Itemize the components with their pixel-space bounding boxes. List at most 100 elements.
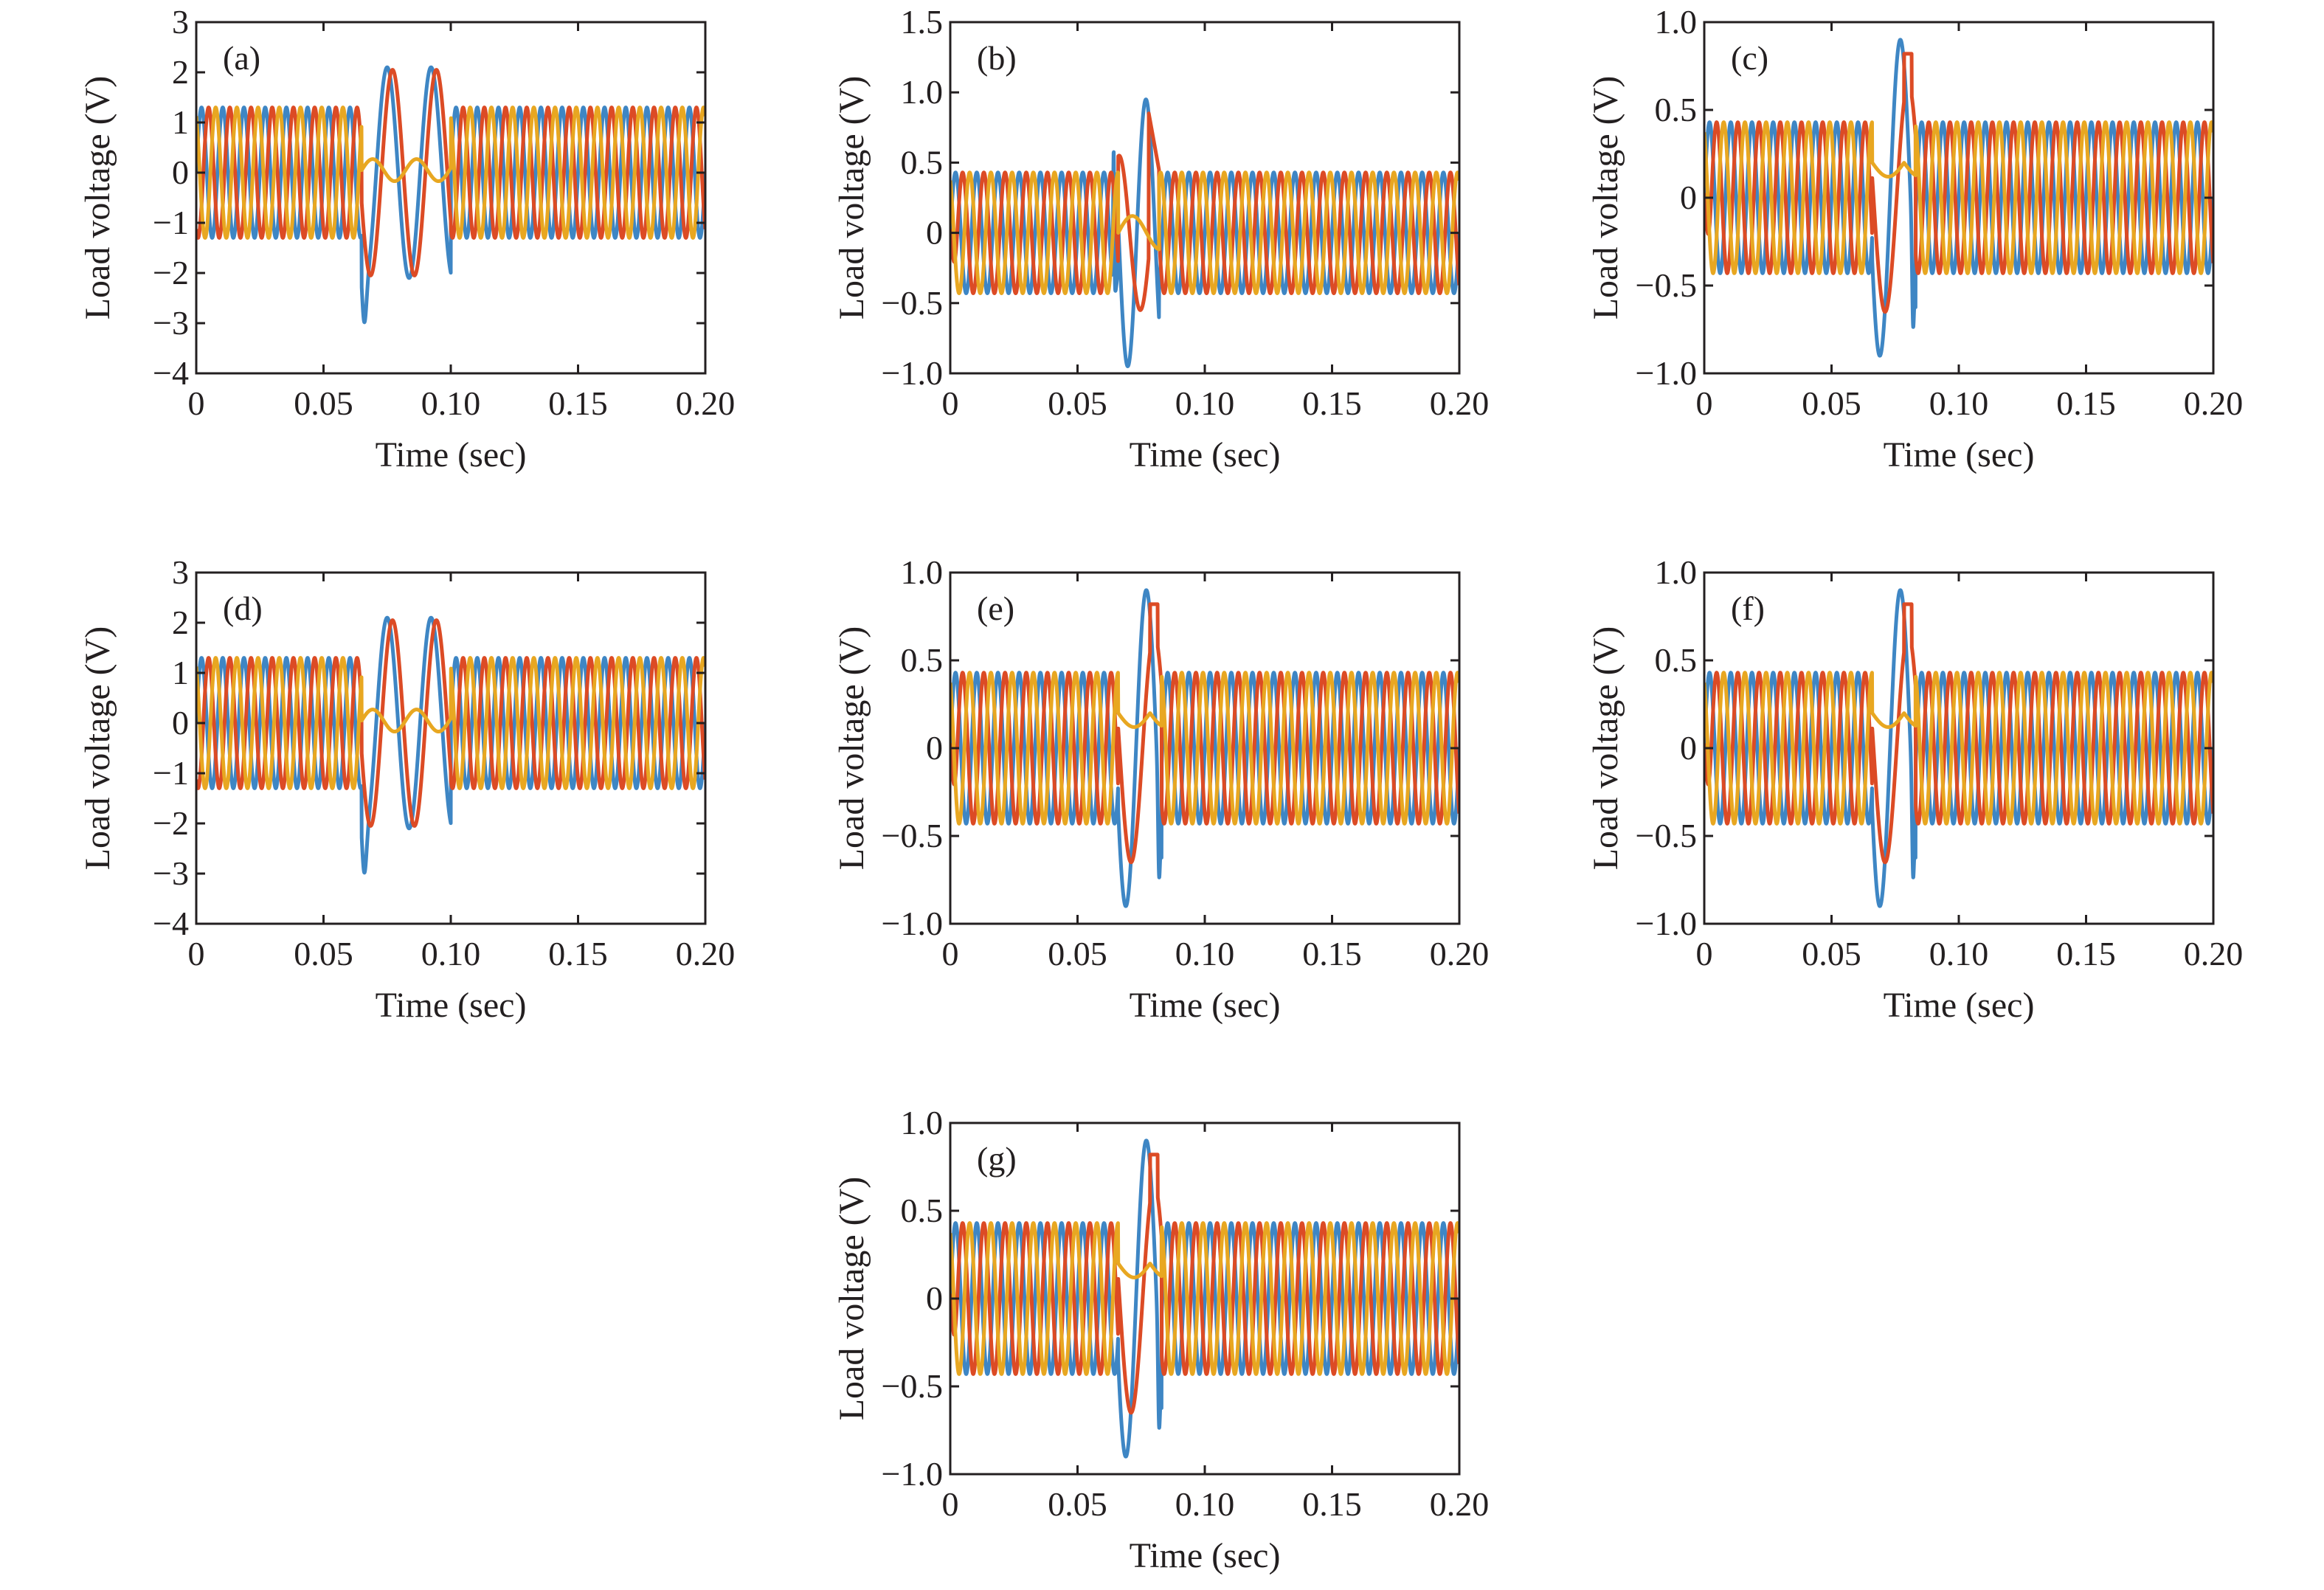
y-tick-label: −0.5 [882, 1367, 943, 1405]
x-tick-label: 0.05 [294, 935, 353, 972]
x-tick-label: 0.20 [2184, 384, 2244, 422]
y-tick-label: −3 [153, 304, 189, 342]
x-tick-label: 0.10 [421, 384, 481, 422]
y-tick-label: −1.0 [1636, 905, 1697, 942]
x-tick-label: 0.05 [1048, 384, 1107, 422]
x-tick-label: 0.15 [2056, 384, 2116, 422]
panel-label: (d) [223, 590, 263, 627]
x-axis-label: Time (sec) [1130, 435, 1281, 474]
panel-label: (b) [977, 39, 1017, 77]
series-line-red [196, 68, 705, 277]
y-tick-label: 0 [1680, 179, 1697, 216]
y-tick-label: −1 [153, 754, 189, 792]
y-tick-label: 0.5 [901, 641, 944, 679]
y-tick-label: 1.0 [901, 553, 944, 591]
y-tick-label: 0 [1680, 729, 1697, 767]
y-tick-label: 0.5 [901, 143, 944, 181]
x-tick-label: 0.15 [548, 935, 608, 972]
y-tick-label: −1.0 [882, 1455, 943, 1493]
y-tick-label: −1.0 [882, 354, 943, 392]
x-tick-label: 0 [1696, 935, 1713, 972]
series-line-blue [950, 1138, 1459, 1459]
x-axis-label: Time (sec) [376, 435, 527, 474]
x-tick-label: 0.10 [1175, 935, 1235, 972]
x-tick-label: 0.20 [2184, 935, 2244, 972]
panel-b: 0 0.05 0.10 0.15 0.20 1.5 1.0 0.5 0 −0.5 −1.0 Time … [832, 3, 1489, 474]
series-line-blue [196, 65, 705, 325]
x-tick-label: 0.15 [548, 384, 608, 422]
y-tick-label: 1.0 [901, 1104, 944, 1141]
x-tick-label: 0 [942, 1485, 959, 1523]
y-tick-label: −4 [153, 354, 189, 392]
x-tick-label: 0.20 [676, 384, 736, 422]
y-tick-label: −2 [153, 804, 189, 842]
x-tick-label: 0 [942, 384, 959, 422]
series-line-yellow [1704, 120, 2213, 275]
x-axis-label: Time (sec) [1884, 435, 2035, 474]
x-axis-label: Time (sec) [1130, 986, 1281, 1025]
y-tick-label: −1.0 [1636, 354, 1697, 392]
series-line-red [196, 618, 705, 828]
panel-g: 0 0.05 0.10 0.15 0.20 1.0 0.5 0 −0.5 −1.0 Time (se… [832, 1104, 1489, 1575]
y-tick-label: 2 [172, 53, 189, 91]
series-line-yellow [196, 656, 705, 790]
y-tick-label: −0.5 [1636, 817, 1697, 854]
x-tick-label: 0.20 [1430, 1485, 1490, 1523]
y-tick-label: 0 [172, 704, 189, 742]
panel-label: (a) [223, 39, 260, 77]
x-tick-label: 0 [188, 935, 205, 972]
y-tick-label: 1 [172, 654, 189, 691]
x-tick-label: 0.15 [1302, 384, 1362, 422]
series-line-yellow [950, 1221, 1459, 1376]
y-tick-label: 1 [172, 103, 189, 141]
panel-e: 0 0.05 0.10 0.15 0.20 1.0 0.5 0 −0.5 −1.0 Time (se… [832, 553, 1489, 1025]
series-line-red [950, 1152, 1459, 1415]
x-tick-label: 0 [1696, 384, 1713, 422]
series-line-red [1704, 52, 2213, 314]
y-tick-label: −0.5 [882, 817, 943, 854]
panel-a: 0 0.05 0.10 0.15 0.20 3 2 1 0 −1 −2 −3 −4 Time (sec) L… [78, 3, 735, 474]
x-tick-label: 0.05 [1048, 1485, 1107, 1523]
x-tick-label: 0.15 [2056, 935, 2116, 972]
y-tick-label: 0.5 [1655, 91, 1698, 128]
series-line-blue [950, 97, 1459, 368]
series-line-blue [1704, 38, 2213, 358]
x-axis-label: Time (sec) [1884, 986, 2035, 1025]
x-tick-label: 0.20 [1430, 935, 1490, 972]
x-tick-label: 0.05 [1048, 935, 1107, 972]
y-tick-label: 1.0 [1655, 553, 1698, 591]
y-axis-label: Load voltage (V) [78, 76, 117, 320]
x-axis-label: Time (sec) [376, 986, 527, 1025]
y-tick-label: 0.5 [901, 1192, 944, 1229]
series-line-blue [1704, 588, 2213, 908]
x-tick-label: 0 [188, 384, 205, 422]
x-tick-label: 0.15 [1302, 1485, 1362, 1523]
series-line-yellow [950, 671, 1459, 826]
panel-f: 0 0.05 0.10 0.15 0.20 1.0 0.5 0 −0.5 −1.0 Time (se… [1586, 553, 2243, 1025]
series-line-yellow [1704, 671, 2213, 826]
x-tick-label: 0.10 [1929, 384, 1989, 422]
x-axis-label: Time (sec) [1130, 1536, 1281, 1575]
series-group [950, 588, 1459, 908]
series-line-red [950, 111, 1459, 312]
x-tick-label: 0.20 [676, 935, 736, 972]
y-axis-label: Load voltage (V) [78, 626, 117, 871]
series-line-red [1704, 602, 2213, 865]
x-tick-label: 0.05 [1802, 935, 1861, 972]
panel-c: 0 0.05 0.10 0.15 0.20 1.0 0.5 0 −0.5 −1.0 Time (se… [1586, 3, 2243, 474]
x-tick-label: 0.05 [294, 384, 353, 422]
series-group [950, 97, 1459, 368]
x-tick-label: 0.20 [1430, 384, 1490, 422]
x-tick-label: 0.10 [421, 935, 481, 972]
series-line-blue [196, 615, 705, 875]
y-axis-label: Load voltage (V) [832, 76, 871, 320]
y-tick-label: −1 [153, 204, 189, 241]
series-line-red [950, 602, 1459, 865]
x-tick-label: 0.15 [1302, 935, 1362, 972]
y-tick-label: 0 [926, 729, 943, 767]
panel-d: 0 0.05 0.10 0.15 0.20 3 2 1 0 −1 −2 −3 −4 Time (sec) L… [78, 553, 735, 1025]
series-group [1704, 38, 2213, 358]
y-axis-label: Load voltage (V) [1586, 626, 1625, 871]
series-line-yellow [196, 106, 705, 240]
